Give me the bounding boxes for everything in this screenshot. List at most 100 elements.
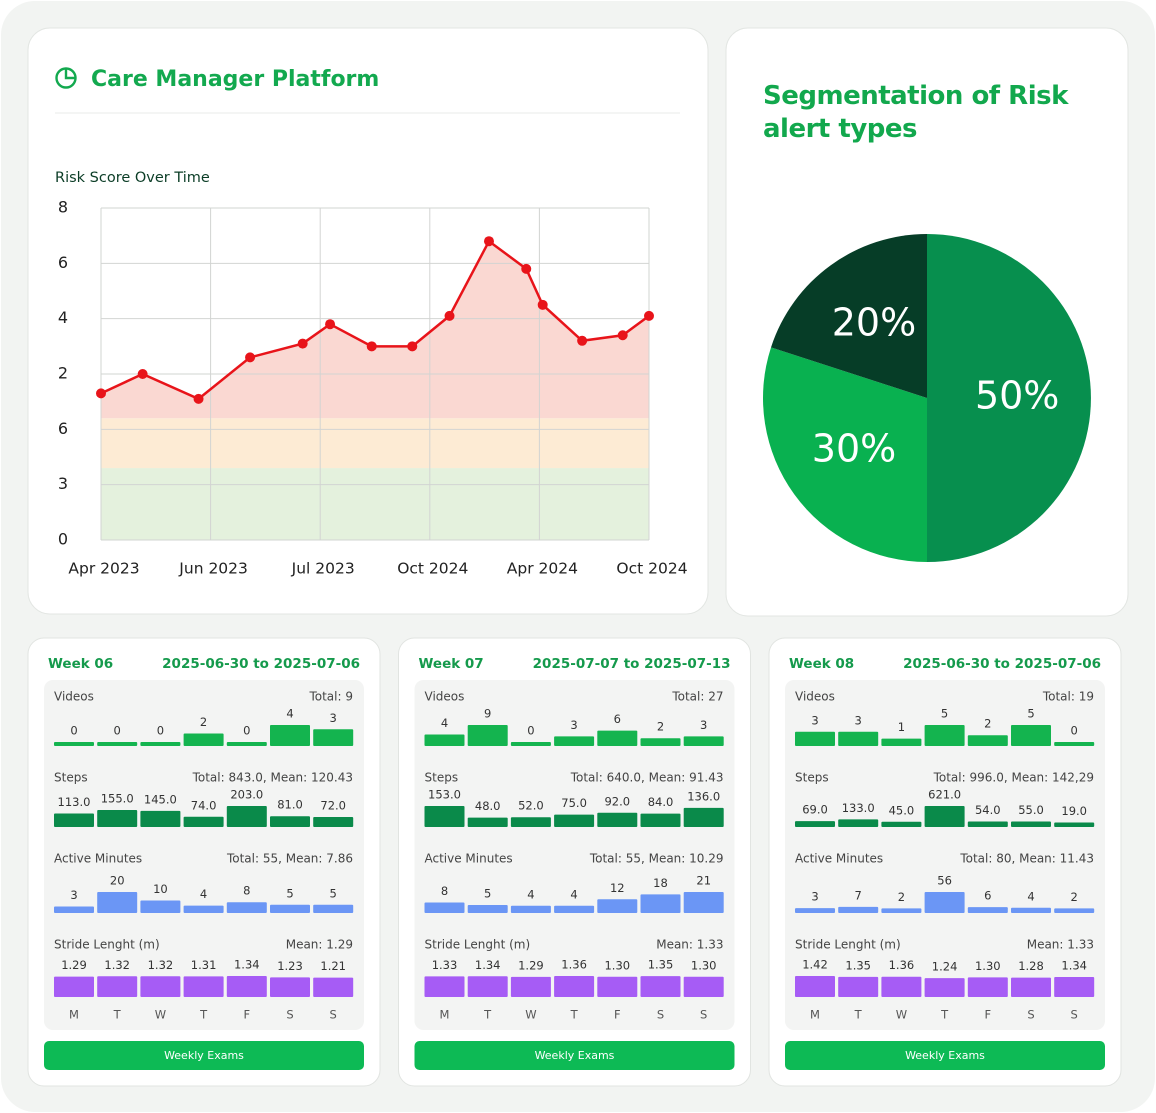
metric-bar (183, 976, 224, 997)
metric-bar (838, 731, 879, 746)
metric-summary: Total: 27 (671, 690, 723, 704)
bar-value-label: 1 (898, 720, 905, 734)
bar-value-label: 72.0 (320, 798, 346, 812)
risk-point (483, 236, 494, 247)
weekly-exams-button[interactable] (44, 1041, 364, 1070)
metric-bar (270, 904, 310, 913)
bar-value-label: 2 (984, 717, 991, 731)
bar-value-label: 0 (114, 724, 121, 738)
metric-bar (510, 817, 551, 827)
bar-value-label: 8 (243, 884, 250, 898)
metric-bar (554, 976, 595, 997)
metric-bar (270, 725, 310, 746)
bar-value-label: 3 (811, 890, 818, 904)
bar-value-label: 1.21 (320, 959, 346, 973)
bar-value-label: 1.32 (104, 958, 130, 972)
day-label: S (700, 1008, 707, 1022)
metric-bar (1054, 742, 1095, 746)
bar-value-label: 0 (157, 724, 164, 738)
metric-bar (270, 816, 310, 827)
metric-bar (140, 810, 181, 827)
metric-bar (424, 976, 465, 997)
metric-name: Steps (54, 771, 88, 785)
day-label: M (810, 1008, 820, 1022)
metric-bar (54, 906, 94, 913)
y-tick-label: 6 (58, 419, 68, 438)
bar-value-label: 18 (653, 876, 668, 890)
bar-value-label: 1.30 (975, 959, 1001, 973)
bar-value-label: 92.0 (604, 794, 630, 808)
bar-value-label: 8 (441, 884, 448, 898)
weekly-exams-button[interactable] (414, 1041, 735, 1070)
weekly-exams-button-label[interactable]: Weekly Exams (905, 1049, 985, 1062)
week-title: Week 06 (48, 656, 113, 672)
metric-bar (967, 977, 1008, 997)
bar-value-label: 3 (330, 711, 337, 725)
bar-value-label: 4 (527, 887, 534, 901)
metric-bar (183, 733, 224, 746)
day-label: S (330, 1008, 337, 1022)
weekly-exams-button-label[interactable]: Weekly Exams (164, 1049, 244, 1062)
bar-value-label: 5 (941, 707, 948, 721)
metric-bar (183, 816, 224, 827)
y-tick-label: 0 (58, 530, 68, 549)
risk-point (245, 352, 256, 363)
x-tick-label: Oct 2024 (616, 560, 687, 578)
metric-bar (313, 816, 354, 827)
metric-name: Steps (795, 771, 829, 785)
metric-bar (54, 742, 94, 746)
bar-value-label: 3 (700, 718, 707, 732)
pie-label: 50% (975, 374, 1059, 418)
day-label: W (896, 1008, 907, 1022)
metric-bar (597, 730, 638, 746)
weekly-exams-button[interactable] (785, 1041, 1105, 1070)
metric-name: Videos (795, 690, 835, 704)
bar-value-label: 74.0 (191, 798, 217, 812)
metric-bar (967, 735, 1008, 746)
risk-point (617, 330, 628, 341)
bar-value-label: 48.0 (475, 799, 501, 813)
metric-bar (313, 904, 354, 913)
bar-value-label: 1.31 (191, 958, 217, 972)
risk-point (537, 299, 548, 310)
metric-bar (1011, 821, 1051, 827)
metric-bar (424, 902, 465, 913)
metric-summary: Mean: 1.33 (1027, 938, 1094, 952)
metric-name: Stride Lenght (m) (795, 938, 901, 952)
metric-name: Steps (425, 771, 459, 785)
bar-value-label: 5 (484, 886, 491, 900)
metric-bar (554, 814, 595, 827)
day-label: F (614, 1008, 621, 1022)
bar-value-label: 2 (898, 890, 905, 904)
day-label: T (113, 1008, 122, 1022)
risk-point (407, 341, 418, 352)
metric-bar (683, 976, 724, 997)
metric-bar (640, 976, 681, 997)
risk-point (193, 393, 204, 404)
bar-value-label: 9 (484, 707, 491, 721)
metric-bar (597, 899, 638, 913)
metric-bar (467, 976, 508, 997)
y-tick-label: 4 (58, 308, 68, 327)
risk-point (644, 310, 654, 321)
bar-value-label: 45.0 (889, 803, 915, 817)
metric-bar (640, 894, 681, 913)
weekly-exams-button-label[interactable]: Weekly Exams (535, 1049, 615, 1062)
risk-point (521, 263, 532, 274)
bar-value-label: 21 (696, 874, 711, 888)
metric-bar (795, 976, 835, 997)
risk-point (325, 319, 336, 330)
chart-title: Risk Score Over Time (55, 170, 210, 186)
day-label: S (657, 1008, 664, 1022)
bar-value-label: 1.35 (648, 958, 674, 972)
bar-value-label: 56 (937, 874, 952, 888)
bar-value-label: 2 (1071, 890, 1078, 904)
bar-value-label: 1.29 (61, 958, 87, 972)
pie-label: 30% (812, 427, 896, 471)
bar-value-label: 3 (811, 713, 818, 727)
metric-name: Videos (425, 690, 465, 704)
metric-bar (226, 742, 267, 746)
metric-summary: Total: 55, Mean: 7.86 (226, 852, 353, 866)
risk-zone (101, 468, 649, 540)
week-range: 2025-06-30 to 2025-07-06 (903, 656, 1101, 672)
